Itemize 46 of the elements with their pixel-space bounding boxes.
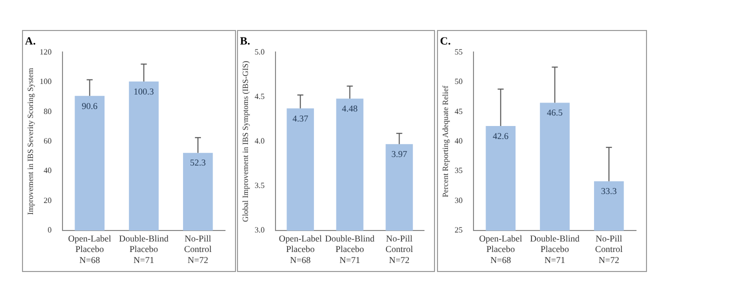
y-tick-label: 40 <box>454 136 463 146</box>
y-tick-label: 60 <box>44 136 52 146</box>
data-label: 46.5 <box>546 108 564 118</box>
x-tick-label: No-Pill Control N=72 <box>386 233 414 265</box>
x-tick-label: Double-Blind Placebo N=71 <box>530 233 580 265</box>
x-tick-label: Double-Blind Placebo N=71 <box>325 233 376 265</box>
x-tick-label: Open-Label Placebo N=68 <box>278 233 322 265</box>
chart-title: A. <box>25 35 36 48</box>
y-tick-label: 0 <box>48 226 52 235</box>
y-tick-label: 55 <box>454 47 463 56</box>
y-tick-label: 3.0 <box>254 226 265 235</box>
data-label: 4.37 <box>292 113 309 124</box>
data-label: 33.3 <box>601 186 618 196</box>
y-tick-label: 45 <box>454 106 463 116</box>
data-label: 3.97 <box>391 148 408 159</box>
y-tick-label: 20 <box>44 196 52 205</box>
data-label: 42.6 <box>492 130 510 141</box>
x-tick-label: No-Pill Control N=72 <box>595 233 624 265</box>
y-tick-label: 100 <box>40 77 52 86</box>
data-label: 52.3 <box>190 158 206 168</box>
bar <box>128 81 159 231</box>
y-tick-label: 25 <box>454 226 463 235</box>
y-tick-label: 120 <box>40 47 52 56</box>
x-tick-label: No-Pill Control N=72 <box>184 233 212 265</box>
y-tick-label: 35 <box>454 166 463 176</box>
y-tick-label: 4.5 <box>254 92 265 101</box>
y-axis-title: Global Improvement in IBS Symptoms (IBS-GIS) <box>240 60 250 222</box>
data-label: 4.48 <box>342 103 358 114</box>
data-label: 90.6 <box>82 100 98 111</box>
x-tick-label: Open-Label Placebo N=68 <box>68 233 112 265</box>
bar <box>183 152 213 231</box>
bar <box>74 96 105 231</box>
chart-title: B. <box>240 35 250 48</box>
x-tick-label: Double-Blind Placebo N=71 <box>119 233 170 265</box>
y-tick-label: 80 <box>44 106 52 116</box>
y-tick-label: 40 <box>44 166 52 176</box>
y-tick-label: 5.0 <box>254 47 265 56</box>
y-tick-label: 30 <box>454 196 463 205</box>
chart-title: C. <box>440 35 451 48</box>
y-tick-label: 4.0 <box>254 136 265 146</box>
y-tick-label: 3.5 <box>254 181 265 190</box>
y-axis-title: Improvement in IBS Severity Scoring System <box>26 67 35 215</box>
x-tick-label: Open-Label Placebo N=68 <box>479 233 523 265</box>
y-tick-label: 50 <box>454 77 463 86</box>
data-label: 100.3 <box>134 86 154 96</box>
y-axis-title: Percent Reporting Adequate Relief <box>440 85 450 198</box>
